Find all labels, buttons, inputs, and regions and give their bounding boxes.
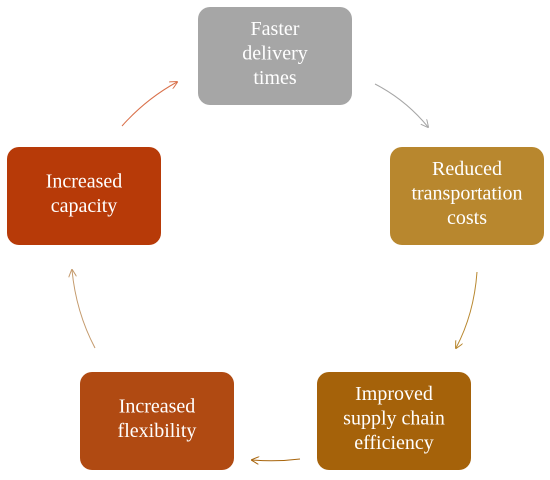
node-label: Reduced <box>432 158 502 180</box>
node-label: delivery <box>242 43 308 65</box>
node-label: costs <box>447 207 487 229</box>
node: Increased capacity <box>7 147 161 245</box>
node-box <box>198 7 352 105</box>
node-box <box>390 147 544 245</box>
arrow <box>252 459 301 461</box>
node-label: capacity <box>51 195 118 217</box>
node-label: Faster <box>251 18 300 40</box>
node-box <box>7 147 161 245</box>
node-label: Increased <box>46 170 123 192</box>
node-label: transportation <box>411 183 522 205</box>
node-label: supply chain <box>343 408 445 430</box>
arrow <box>374 83 428 127</box>
node-label: Improved <box>355 383 433 405</box>
node: Increased flexibility <box>80 372 234 470</box>
node-label: Increased <box>119 395 196 417</box>
node-label: flexibility <box>118 420 197 442</box>
node-label: times <box>253 67 297 89</box>
arrow <box>72 270 96 349</box>
node-box <box>80 372 234 470</box>
node-label: efficiency <box>354 432 434 454</box>
node-box <box>317 372 471 470</box>
arrow <box>121 82 177 127</box>
arrow <box>456 271 478 348</box>
